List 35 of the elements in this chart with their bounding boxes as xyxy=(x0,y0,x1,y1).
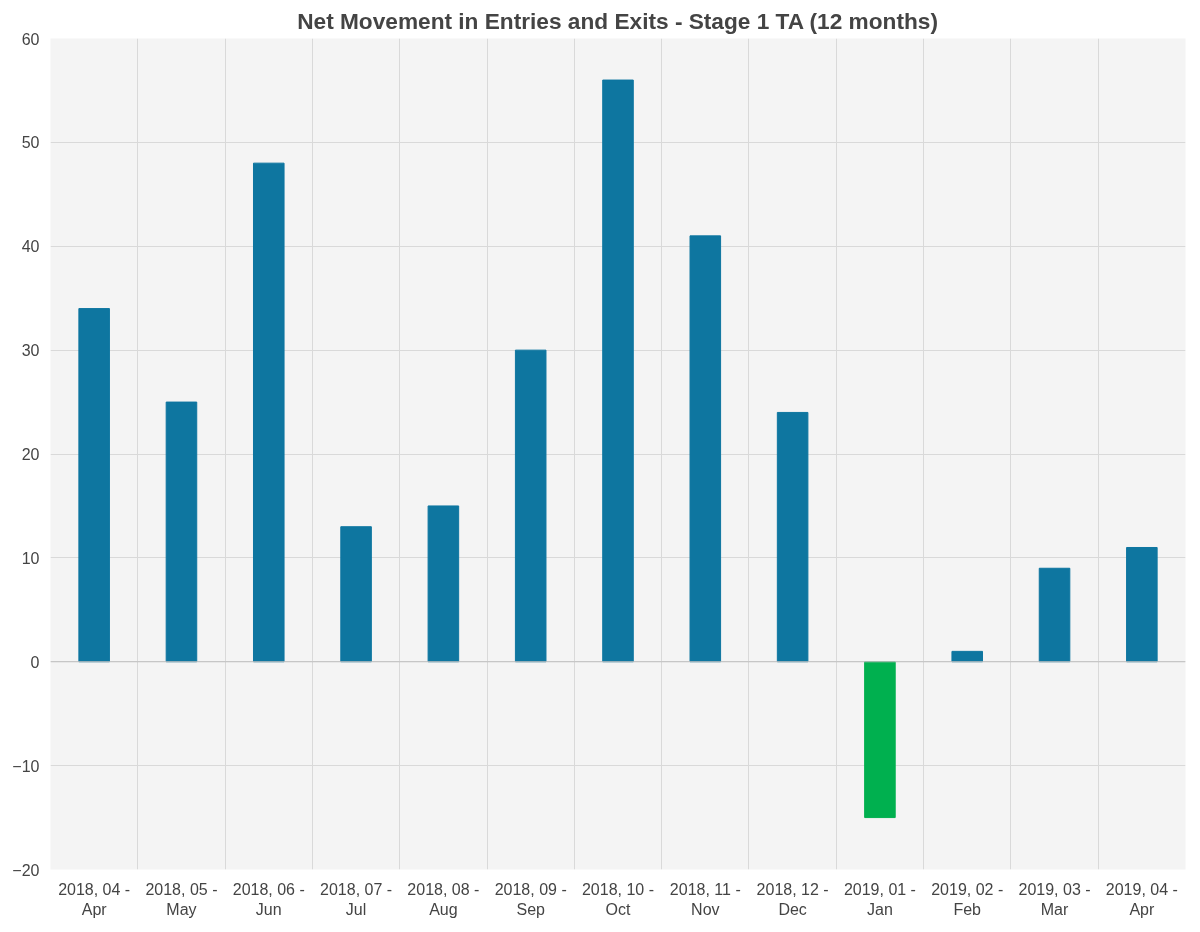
bar xyxy=(165,401,198,663)
x-tick-label: 2019, 02 - Feb xyxy=(931,880,1004,918)
bar xyxy=(1126,546,1158,663)
y-tick-label: 0 xyxy=(30,653,40,671)
y-tick-label: 60 xyxy=(21,30,40,48)
bar xyxy=(689,235,722,663)
chart-title: Net Movement in Entries and Exits - Stage 1 TA (12 months) xyxy=(297,7,938,34)
x-tick-label: 2019, 01 - Jan xyxy=(843,880,916,918)
bar xyxy=(427,505,460,663)
x-tick-label: 2018, 11 - Nov xyxy=(669,880,741,918)
y-tick-label: −10 xyxy=(12,757,40,775)
y-tick-label: −20 xyxy=(12,861,40,879)
x-tick-label: 2019, 04 - Apr xyxy=(1105,880,1178,918)
x-tick-label: 2018, 05 - May xyxy=(145,880,218,918)
y-tick-label: 50 xyxy=(21,134,40,152)
bar xyxy=(864,661,896,819)
bar xyxy=(1038,567,1071,663)
y-tick-label: 20 xyxy=(21,446,40,463)
y-tick-label: 30 xyxy=(21,342,40,360)
x-tick-label: 2018, 06 - Jun xyxy=(232,880,305,918)
bar xyxy=(340,526,372,663)
bar xyxy=(252,162,285,663)
x-tick-label: 2018, 10 - Oct xyxy=(581,880,655,918)
y-tick-label: 10 xyxy=(21,549,40,567)
x-tick-label: 2018, 08 - Aug xyxy=(407,880,480,918)
x-tick-label: 2018, 07 - Jul xyxy=(320,880,393,918)
bar xyxy=(78,308,110,663)
bar xyxy=(776,411,809,663)
bar xyxy=(602,79,634,663)
x-tick-label: 2018, 12 - Dec xyxy=(756,880,829,918)
y-tick-label: 40 xyxy=(21,238,40,256)
x-tick-label: 2019, 03 - Mar xyxy=(1018,880,1091,918)
bar xyxy=(514,349,547,663)
x-tick-label: 2018, 09 - Sep xyxy=(494,880,567,918)
x-tick-label: 2018, 04 - Apr xyxy=(58,880,131,918)
